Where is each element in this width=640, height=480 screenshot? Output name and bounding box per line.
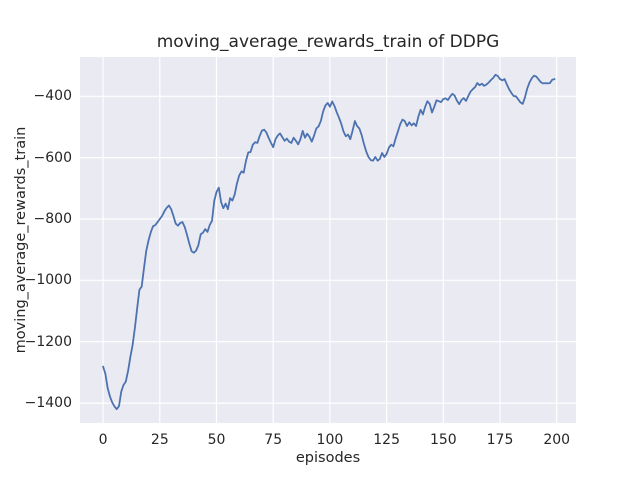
y-tick-label: −1200 bbox=[24, 333, 72, 350]
y-axis-label: moving_average_rewards_train bbox=[13, 126, 29, 354]
x-tick-label: 25 bbox=[150, 432, 169, 448]
plot-area bbox=[80, 57, 576, 423]
chart-title: moving_average_rewards_train of DDPG bbox=[156, 32, 500, 52]
x-tick-label: 50 bbox=[207, 432, 226, 448]
x-tick-label: 200 bbox=[543, 432, 571, 448]
x-axis-label: episodes bbox=[295, 450, 361, 466]
y-tick-label: −800 bbox=[33, 210, 72, 227]
y-tick-label: −1400 bbox=[24, 395, 72, 412]
reward-line-series bbox=[102, 73, 556, 411]
x-tick-label: 75 bbox=[264, 432, 283, 448]
x-tick-label: 125 bbox=[373, 432, 400, 448]
x-tick-label: 150 bbox=[429, 432, 457, 448]
x-tick-label: 100 bbox=[316, 432, 344, 448]
x-tick-label: 175 bbox=[486, 432, 514, 448]
x-tick-label: 0 bbox=[98, 432, 108, 448]
y-tick-label: −600 bbox=[33, 149, 72, 166]
chart-canvas bbox=[80, 57, 576, 423]
y-tick-label: −400 bbox=[33, 88, 72, 105]
y-tick-label: −1000 bbox=[24, 272, 72, 289]
